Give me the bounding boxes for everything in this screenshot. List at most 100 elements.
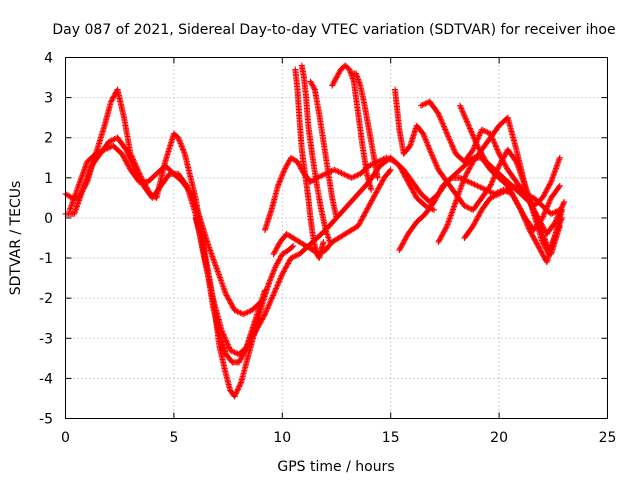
data-point	[464, 169, 471, 176]
data-point	[541, 236, 548, 243]
data-point	[431, 197, 438, 204]
data-point	[378, 180, 385, 187]
data-point	[272, 248, 279, 255]
grid	[65, 57, 608, 419]
data-point	[410, 188, 417, 195]
data-point	[281, 166, 288, 173]
data-point	[487, 194, 494, 201]
data-point	[488, 179, 495, 186]
data-point	[476, 132, 483, 139]
data-point	[490, 137, 497, 144]
data-point	[104, 145, 111, 152]
data-point	[465, 121, 472, 128]
data-point	[342, 172, 349, 179]
data-point	[432, 159, 439, 166]
data-point	[105, 144, 112, 151]
data-point	[543, 188, 550, 195]
data-point	[268, 296, 275, 303]
data-point	[493, 143, 500, 150]
data-point	[440, 229, 447, 236]
data-point	[472, 218, 479, 225]
data-point	[495, 164, 502, 171]
data-point	[437, 116, 444, 123]
data-point	[105, 138, 112, 145]
data-point	[501, 161, 508, 168]
data-point	[367, 162, 374, 169]
data-point	[522, 218, 529, 225]
data-point	[233, 307, 240, 314]
data-point	[102, 146, 109, 153]
data-point	[512, 197, 519, 204]
data-point	[476, 210, 483, 217]
data-point	[495, 149, 502, 156]
data-point	[509, 184, 516, 191]
data-point	[475, 144, 482, 151]
data-point	[474, 142, 481, 149]
data-point	[538, 249, 545, 256]
data-point	[496, 150, 503, 157]
data-point	[559, 203, 566, 210]
data-point	[360, 213, 367, 220]
data-point	[554, 213, 561, 220]
data-point	[243, 309, 250, 316]
data-point	[539, 222, 546, 229]
data-point	[125, 162, 132, 169]
data-point	[523, 219, 530, 226]
data-point	[294, 158, 301, 165]
data-point	[487, 182, 494, 189]
data-point	[255, 323, 262, 330]
data-point	[449, 142, 456, 149]
chart-title: Day 087 of 2021, Sidereal Day-to-day VTE…	[52, 22, 615, 38]
data-point	[262, 309, 269, 316]
data-point	[470, 145, 477, 152]
data-point	[311, 85, 318, 92]
series-track-11	[348, 70, 381, 181]
data-point	[441, 226, 448, 233]
data-point	[528, 202, 535, 209]
data-point	[225, 296, 232, 303]
data-point	[447, 137, 454, 144]
data-point	[546, 199, 553, 206]
data-point	[438, 233, 445, 240]
data-series	[62, 62, 568, 400]
data-point	[480, 154, 487, 161]
data-point	[398, 243, 405, 250]
data-point	[492, 142, 499, 149]
data-point	[535, 214, 542, 221]
data-point	[231, 349, 238, 356]
data-point	[527, 229, 534, 236]
data-point	[240, 349, 247, 356]
data-point	[411, 190, 418, 197]
data-point	[515, 202, 522, 209]
data-point	[510, 193, 517, 200]
data-point	[427, 148, 434, 155]
data-point	[526, 192, 533, 199]
data-point	[234, 387, 241, 394]
data-point	[513, 198, 520, 205]
data-point	[265, 304, 272, 311]
data-point	[266, 299, 273, 306]
data-point	[318, 172, 325, 179]
data-point	[335, 168, 342, 175]
data-point	[545, 182, 552, 189]
data-point	[387, 156, 394, 163]
data-point	[525, 192, 532, 199]
y-tick-label: -3	[39, 331, 53, 347]
data-point	[474, 182, 481, 189]
data-point	[399, 240, 406, 247]
data-point	[522, 216, 529, 223]
series-track-2	[62, 134, 438, 358]
data-point	[281, 267, 288, 274]
data-point	[461, 174, 468, 181]
data-point	[261, 311, 268, 318]
data-point	[520, 212, 527, 219]
data-point	[258, 317, 265, 324]
data-point	[524, 222, 531, 229]
data-point	[361, 210, 368, 217]
data-point	[462, 114, 469, 121]
data-point	[528, 230, 535, 237]
data-point	[332, 75, 339, 82]
x-tick-label: 25	[599, 430, 617, 446]
data-point	[490, 193, 497, 200]
data-point	[477, 184, 484, 191]
